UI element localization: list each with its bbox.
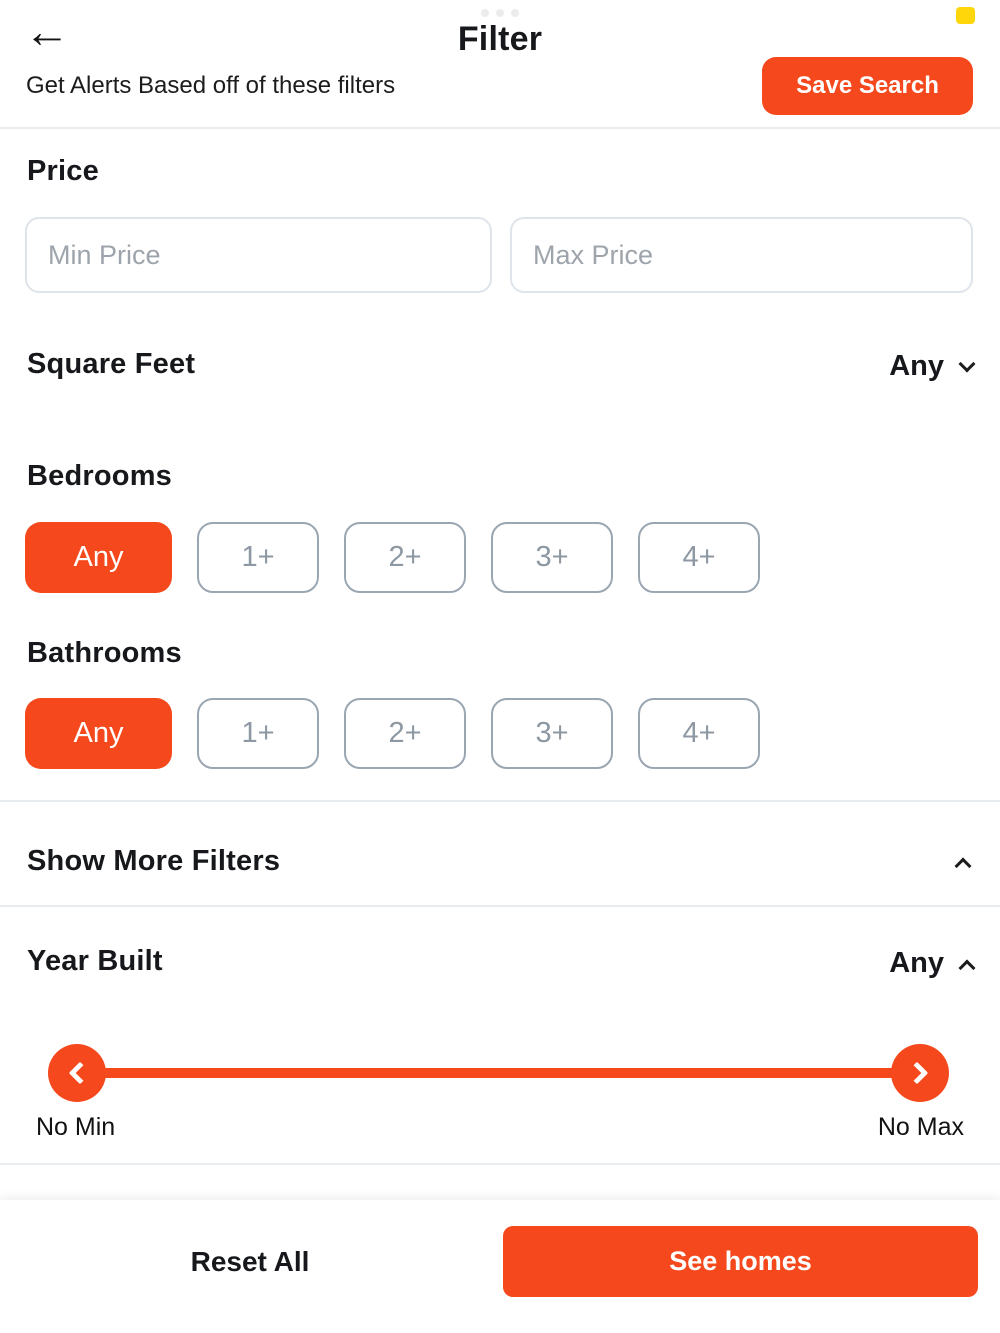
bathrooms-option-3plus[interactable]: 3+ <box>491 698 613 769</box>
bedrooms-options: Any 1+ 2+ 3+ 4+ <box>25 522 760 593</box>
bathrooms-heading: Bathrooms <box>27 637 182 669</box>
bedrooms-option-3plus[interactable]: 3+ <box>491 522 613 593</box>
show-more-filters-toggle[interactable]: Show More Filters <box>27 845 281 877</box>
bathrooms-option-2plus[interactable]: 2+ <box>344 698 466 769</box>
sheet-grabber-dots-icon <box>481 9 519 17</box>
see-homes-button[interactable]: See homes <box>503 1226 978 1297</box>
bedrooms-option-any[interactable]: Any <box>25 522 172 593</box>
year-built-dropdown[interactable]: Any <box>889 947 976 980</box>
square-feet-value: Any <box>889 350 944 382</box>
min-price-input[interactable] <box>25 217 492 293</box>
section-divider <box>0 1163 1000 1165</box>
bedrooms-heading: Bedrooms <box>27 460 173 492</box>
square-feet-dropdown[interactable]: Any <box>889 350 976 383</box>
slider-min-label: No Min <box>36 1113 116 1141</box>
alerts-subtitle: Get Alerts Based off of these filters <box>26 72 396 99</box>
section-divider <box>0 800 1000 802</box>
reset-all-button[interactable]: Reset All <box>0 1246 500 1278</box>
chevron-right-icon <box>905 1061 929 1085</box>
bedrooms-option-4plus[interactable]: 4+ <box>638 522 760 593</box>
chevron-down-icon <box>958 355 976 372</box>
chevron-up-icon[interactable] <box>954 857 972 875</box>
chevron-left-icon <box>68 1061 92 1085</box>
price-heading: Price <box>27 155 99 187</box>
footer-bar: Reset All See homes <box>0 1200 1000 1333</box>
back-arrow-icon[interactable]: ← <box>24 5 70 57</box>
section-divider <box>0 905 1000 907</box>
year-built-slider-track[interactable] <box>77 1068 920 1078</box>
save-search-button[interactable]: Save Search <box>762 57 973 115</box>
year-built-heading: Year Built <box>27 945 163 977</box>
header-divider <box>0 127 1000 129</box>
bathrooms-option-1plus[interactable]: 1+ <box>197 698 319 769</box>
year-built-slider-max-handle[interactable] <box>891 1044 949 1102</box>
square-feet-heading: Square Feet <box>27 348 196 380</box>
page-title: Filter <box>457 20 543 58</box>
bedrooms-option-2plus[interactable]: 2+ <box>344 522 466 593</box>
bathrooms-option-any[interactable]: Any <box>25 698 172 769</box>
chevron-up-icon <box>958 959 976 976</box>
bathrooms-option-4plus[interactable]: 4+ <box>638 698 760 769</box>
year-built-value: Any <box>889 947 944 979</box>
slider-max-label: No Max <box>877 1113 964 1141</box>
status-indicator-icon <box>956 7 975 24</box>
year-built-slider-min-handle[interactable] <box>48 1044 106 1102</box>
bathrooms-options: Any 1+ 2+ 3+ 4+ <box>25 698 760 769</box>
max-price-input[interactable] <box>510 217 973 293</box>
bedrooms-option-1plus[interactable]: 1+ <box>197 522 319 593</box>
